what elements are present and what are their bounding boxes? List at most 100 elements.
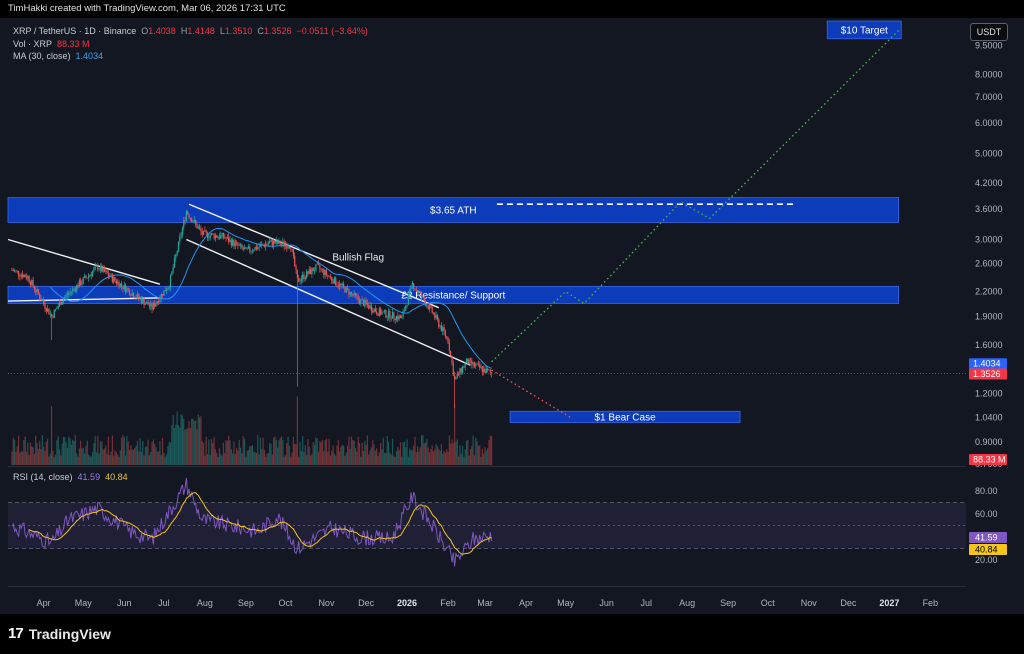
- volume-bar: [168, 441, 170, 465]
- volume-bar: [472, 435, 474, 465]
- volume-label[interactable]: Vol · XRP: [13, 38, 53, 49]
- candle-body: [243, 248, 246, 250]
- x-tick-label: Mar: [477, 598, 493, 608]
- rsi-tick-label: 60.00: [975, 509, 998, 519]
- volume-bar: [348, 436, 350, 465]
- candle-body: [380, 308, 382, 315]
- volume-bar: [483, 453, 485, 465]
- x-tick-label: Feb: [923, 598, 939, 608]
- candle-body: [97, 265, 99, 270]
- volume-bar: [473, 455, 476, 465]
- candle-body: [86, 277, 88, 279]
- tradingview-logo-icon: 17: [8, 625, 24, 642]
- candle-body: [64, 296, 66, 299]
- volume-bar: [410, 450, 412, 465]
- candle-body: [360, 299, 362, 304]
- candle-body: [111, 274, 113, 282]
- candle-body: [341, 283, 343, 286]
- volume-bar: [333, 453, 335, 465]
- volume-bar: [475, 437, 477, 465]
- candle-body: [19, 275, 21, 277]
- volume-bar: [68, 436, 70, 465]
- volume-bar: [222, 442, 224, 465]
- symbol-label[interactable]: XRP / TetherUS · 1D · Binance: [13, 26, 137, 36]
- candle-body: [191, 218, 193, 223]
- volume-bar: [302, 435, 304, 465]
- candle-body: [370, 305, 372, 312]
- volume-bar: [373, 444, 375, 465]
- x-tick-label: Nov: [318, 598, 335, 608]
- volume-bar: [189, 428, 191, 465]
- candle-body: [58, 302, 61, 307]
- candle-body: [471, 360, 473, 365]
- candle-body: [81, 282, 83, 285]
- candle-body: [31, 280, 33, 285]
- volume-bar: [232, 453, 234, 465]
- x-tick-label: Sep: [238, 598, 254, 608]
- candle-body: [78, 280, 80, 288]
- volume-bar: [456, 439, 458, 465]
- candle-body: [169, 275, 172, 288]
- price-tag-label: 88.33 M: [973, 455, 1006, 465]
- candle-body: [132, 292, 135, 298]
- volume-bar: [216, 453, 218, 465]
- candle-body: [43, 300, 45, 304]
- candle-body: [427, 305, 429, 310]
- volume-bar: [235, 447, 238, 465]
- volume-bar: [444, 452, 446, 465]
- volume-bar: [464, 449, 466, 465]
- volume-bar: [251, 445, 254, 465]
- candle-body: [307, 271, 309, 274]
- volume-bar: [488, 439, 490, 465]
- candle-body: [117, 281, 119, 284]
- volume-bar: [480, 456, 482, 465]
- candle-body: [481, 366, 483, 372]
- candle-body: [154, 303, 156, 307]
- volume-bar: [61, 443, 63, 465]
- currency-button[interactable]: USDT: [970, 23, 1008, 41]
- candle-body: [17, 271, 20, 276]
- candle-body: [327, 275, 329, 276]
- candle-body: [53, 309, 55, 318]
- volume-bar: [172, 415, 174, 465]
- volume-bar: [419, 447, 421, 465]
- high-value: 1.4148: [187, 26, 215, 36]
- volume-bar: [261, 449, 263, 465]
- candle-body: [214, 235, 217, 239]
- volume-bar: [427, 447, 429, 465]
- rsi-legend: RSI (14, close) 41.59 40.84: [13, 472, 128, 482]
- volume-value: 88.33 M: [57, 38, 90, 49]
- volume-bar: [336, 445, 338, 465]
- candle-body: [324, 270, 326, 276]
- volume-bar: [374, 450, 376, 465]
- candle-body: [487, 368, 489, 370]
- zone-box: [7, 197, 900, 223]
- volume-bar: [324, 440, 326, 465]
- x-tick-label: Feb: [440, 598, 456, 608]
- volume-bar: [175, 424, 177, 465]
- volume-bar: [299, 441, 301, 465]
- volume-bar: [159, 441, 161, 465]
- candle-body: [107, 273, 110, 277]
- candle-body: [192, 221, 194, 223]
- tradingview-logo[interactable]: 17 TradingView: [8, 625, 111, 642]
- volume-bar: [31, 446, 33, 465]
- volume-bar: [84, 453, 86, 465]
- volume-bar: [156, 451, 158, 465]
- volume-bar: [370, 447, 372, 465]
- candle-body: [155, 303, 157, 307]
- candle-body: [173, 258, 176, 268]
- candle-body: [480, 366, 482, 368]
- x-tick-label: Jun: [599, 598, 614, 608]
- price-tag-label: 1.4034: [973, 359, 1001, 369]
- rsi-label[interactable]: RSI (14, close): [13, 472, 73, 482]
- candle-body: [220, 235, 222, 239]
- candle-body: [251, 250, 254, 252]
- candle-body: [320, 268, 322, 270]
- ma-label[interactable]: MA (30, close): [13, 51, 71, 61]
- volume-bar: [376, 448, 378, 465]
- volume-bar: [288, 445, 291, 465]
- volume-bar: [54, 454, 57, 465]
- candle-body: [323, 269, 325, 276]
